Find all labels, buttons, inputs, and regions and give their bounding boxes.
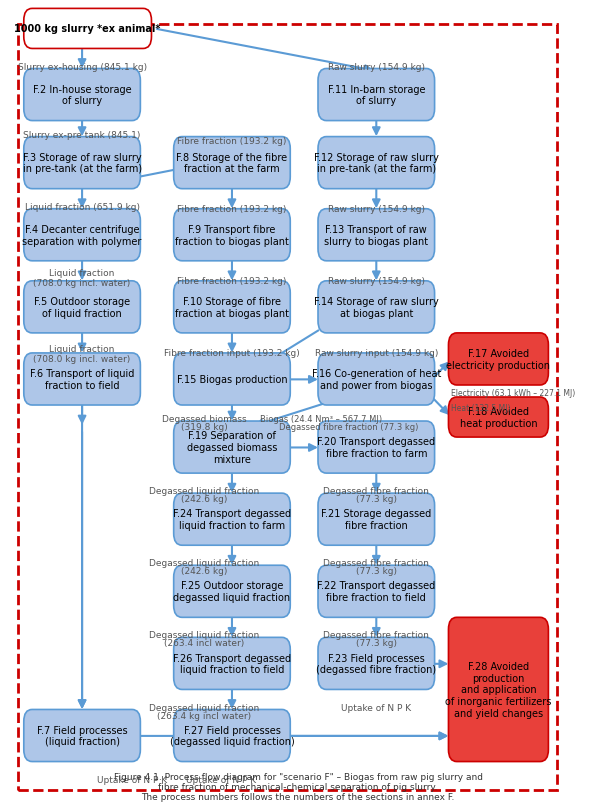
Text: (708.0 kg incl. water): (708.0 kg incl. water) (33, 279, 131, 287)
FancyBboxPatch shape (173, 210, 290, 262)
FancyBboxPatch shape (318, 69, 434, 121)
Text: Liquid fraction: Liquid fraction (49, 345, 115, 354)
FancyBboxPatch shape (24, 69, 141, 121)
Text: F.13 Transport of raw
slurry to biogas plant: F.13 Transport of raw slurry to biogas p… (324, 225, 429, 247)
Text: Liquid fraction (651.9 kg): Liquid fraction (651.9 kg) (24, 202, 139, 211)
Text: Degassed liquid fraction: Degassed liquid fraction (149, 703, 259, 711)
FancyBboxPatch shape (173, 494, 290, 545)
FancyBboxPatch shape (24, 710, 141, 761)
Text: (263.4 incl water): (263.4 incl water) (164, 638, 244, 648)
FancyBboxPatch shape (24, 210, 141, 262)
FancyBboxPatch shape (173, 710, 290, 761)
Text: Raw slurry input (154.9 kg): Raw slurry input (154.9 kg) (315, 349, 438, 357)
Text: F.26 Transport degassed
liquid fraction to field: F.26 Transport degassed liquid fraction … (173, 653, 291, 675)
Text: F.8 Storage of the fibre
fraction at the farm: F.8 Storage of the fibre fraction at the… (176, 153, 287, 174)
Text: 1000 kg slurry *ex animal*: 1000 kg slurry *ex animal* (14, 24, 161, 35)
FancyBboxPatch shape (318, 422, 434, 474)
FancyBboxPatch shape (318, 282, 434, 333)
Text: Degassed fibre fraction: Degassed fibre fraction (324, 559, 429, 568)
FancyBboxPatch shape (24, 353, 141, 406)
Text: Raw slurry (154.9 kg): Raw slurry (154.9 kg) (328, 205, 425, 214)
Text: Uptake of N P K: Uptake of N P K (342, 703, 411, 711)
Text: F.7 Field processes
(liquid fraction): F.7 Field processes (liquid fraction) (37, 725, 128, 746)
Text: F.3 Storage of raw slurry
in pre-tank (at the farm): F.3 Storage of raw slurry in pre-tank (a… (23, 153, 142, 174)
Text: F.14 Storage of raw slurry
at biogas plant: F.14 Storage of raw slurry at biogas pla… (314, 296, 439, 318)
Text: Degassed biomass: Degassed biomass (162, 414, 247, 424)
Text: F.19 Separation of
degassed biomass
mixture: F.19 Separation of degassed biomass mixt… (187, 431, 277, 464)
FancyBboxPatch shape (318, 565, 434, 618)
Text: Fibre fraction (193.2 kg): Fibre fraction (193.2 kg) (177, 137, 287, 146)
Text: Uptake of N P K: Uptake of N P K (97, 775, 167, 784)
FancyBboxPatch shape (318, 353, 434, 406)
Text: Degassed liquid fraction: Degassed liquid fraction (149, 487, 259, 495)
Text: (263.4 kg incl water): (263.4 kg incl water) (157, 711, 252, 719)
Text: F.20 Transport degassed
fibre fraction to farm: F.20 Transport degassed fibre fraction t… (317, 437, 435, 459)
Text: F.24 Transport degassed
liquid fraction to farm: F.24 Transport degassed liquid fraction … (173, 509, 291, 530)
Text: F.17 Avoided
electricity production: F.17 Avoided electricity production (446, 349, 551, 370)
FancyBboxPatch shape (173, 422, 290, 474)
Text: Liquid fraction: Liquid fraction (49, 269, 115, 278)
Text: Slurry ex-pre tank (845.1): Slurry ex-pre tank (845.1) (23, 131, 141, 140)
FancyBboxPatch shape (173, 565, 290, 618)
Text: F.9 Transport fibre
fraction to biogas plant: F.9 Transport fibre fraction to biogas p… (175, 225, 289, 247)
Text: Degassed fibre fraction: Degassed fibre fraction (324, 487, 429, 495)
Text: F.15 Biogas production: F.15 Biogas production (176, 374, 287, 385)
Text: (708.0 kg incl. water): (708.0 kg incl. water) (33, 355, 131, 364)
Text: F.28 Avoided
production
and application
of inorganic fertilizers
and yield chang: F.28 Avoided production and application … (445, 662, 552, 718)
Text: Electricity (63.1 kWh – 227.1 MJ): Electricity (63.1 kWh – 227.1 MJ) (451, 389, 576, 398)
Text: (77.3 kg): (77.3 kg) (356, 638, 397, 648)
Text: F.4 Decanter centrifuge
separation with polymer: F.4 Decanter centrifuge separation with … (23, 225, 142, 247)
FancyBboxPatch shape (24, 137, 141, 190)
FancyBboxPatch shape (318, 210, 434, 262)
Text: (242.6 kg): (242.6 kg) (181, 495, 228, 503)
Text: F.11 In-barn storage
of slurry: F.11 In-barn storage of slurry (328, 84, 425, 106)
Text: (242.6 kg): (242.6 kg) (181, 567, 228, 576)
FancyBboxPatch shape (24, 10, 151, 50)
FancyBboxPatch shape (448, 333, 548, 385)
Text: Raw slurry (154.9 kg): Raw slurry (154.9 kg) (328, 63, 425, 71)
Text: F.16 Co-generation of heat
and power from biogas: F.16 Co-generation of heat and power fro… (312, 369, 441, 390)
FancyBboxPatch shape (448, 618, 548, 761)
Text: Degassed fibre fraction (77.3 kg): Degassed fibre fraction (77.3 kg) (279, 422, 418, 431)
Text: Degassed liquid fraction: Degassed liquid fraction (149, 630, 259, 640)
FancyBboxPatch shape (173, 353, 290, 406)
Text: F.25 Outdoor storage
degassed liquid fraction: F.25 Outdoor storage degassed liquid fra… (173, 581, 290, 602)
Text: Raw slurry (154.9 kg): Raw slurry (154.9 kg) (328, 277, 425, 286)
Text: Degassed fibre fraction: Degassed fibre fraction (324, 630, 429, 640)
Text: Biogas (24.4 Nm³ – 567.7 MJ): Biogas (24.4 Nm³ – 567.7 MJ) (260, 414, 382, 424)
FancyBboxPatch shape (318, 638, 434, 690)
Text: Fibre fraction input (193.2 kg): Fibre fraction input (193.2 kg) (164, 349, 300, 357)
Text: F.27 Field processes
(degassed liquid fraction): F.27 Field processes (degassed liquid fr… (170, 725, 294, 746)
Text: F.5 Outdoor storage
of liquid fraction: F.5 Outdoor storage of liquid fraction (34, 296, 130, 318)
FancyBboxPatch shape (173, 282, 290, 333)
Text: Figure 4.1. Process flow diagram for "scenario F" – Biogas from raw pig slurry a: Figure 4.1. Process flow diagram for "sc… (113, 772, 483, 801)
Text: F.22 Transport degassed
fibre fraction to field: F.22 Transport degassed fibre fraction t… (317, 581, 436, 602)
Text: Fibre fraction (193.2 kg): Fibre fraction (193.2 kg) (177, 277, 287, 286)
Text: Uptake of N P K: Uptake of N P K (186, 775, 256, 784)
Text: F.23 Field processes
(degassed fibre fraction): F.23 Field processes (degassed fibre fra… (316, 653, 436, 675)
Text: Heat (132.5 MJ): Heat (132.5 MJ) (451, 403, 511, 413)
Text: F.10 Storage of fibre
fraction at biogas plant: F.10 Storage of fibre fraction at biogas… (175, 296, 289, 318)
Text: (319.8 kg): (319.8 kg) (181, 422, 228, 431)
Text: F.12 Storage of raw slurry
in pre-tank (at the farm): F.12 Storage of raw slurry in pre-tank (… (314, 153, 439, 174)
Text: (77.3 kg): (77.3 kg) (356, 567, 397, 576)
FancyBboxPatch shape (173, 137, 290, 190)
Text: F.2 In-house storage
of slurry: F.2 In-house storage of slurry (33, 84, 131, 106)
Text: (77.3 kg): (77.3 kg) (356, 495, 397, 503)
FancyBboxPatch shape (318, 137, 434, 190)
Text: F.18 Avoided
heat production: F.18 Avoided heat production (460, 406, 537, 428)
FancyBboxPatch shape (24, 282, 141, 333)
Text: Fibre fraction (193.2 kg): Fibre fraction (193.2 kg) (177, 205, 287, 214)
Text: Slurry ex-housing (845.1 kg): Slurry ex-housing (845.1 kg) (17, 63, 147, 71)
Text: Degassed liquid fraction: Degassed liquid fraction (149, 559, 259, 568)
Text: F.21 Storage degassed
fibre fraction: F.21 Storage degassed fibre fraction (321, 509, 432, 530)
FancyBboxPatch shape (448, 397, 548, 438)
FancyBboxPatch shape (173, 638, 290, 690)
FancyBboxPatch shape (318, 494, 434, 545)
Text: F.6 Transport of liquid
fraction to field: F.6 Transport of liquid fraction to fiel… (30, 369, 134, 390)
